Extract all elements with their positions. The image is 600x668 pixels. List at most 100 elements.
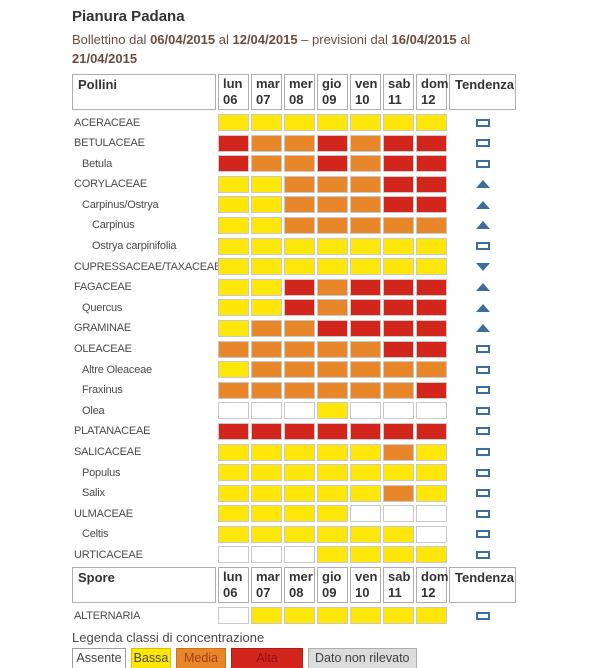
trend-up-icon bbox=[475, 200, 490, 209]
concentration-cell bbox=[284, 237, 315, 255]
trend-stable-icon bbox=[475, 468, 490, 477]
concentration-cell bbox=[218, 422, 249, 440]
concentration-cell bbox=[251, 484, 282, 502]
day-header: ven 10 bbox=[350, 74, 381, 111]
concentration-cell bbox=[317, 196, 348, 214]
row-cells bbox=[218, 546, 449, 564]
concentration-cell bbox=[251, 525, 282, 543]
table-row: ALTERNARIA bbox=[72, 605, 600, 626]
row-cells bbox=[218, 278, 449, 296]
concentration-cell bbox=[317, 319, 348, 337]
concentration-cell bbox=[317, 114, 348, 132]
trend-cell bbox=[449, 550, 516, 559]
concentration-cell bbox=[350, 505, 381, 523]
concentration-cell bbox=[416, 319, 447, 337]
trend-stable-icon bbox=[475, 550, 490, 559]
concentration-cell bbox=[218, 175, 249, 193]
concentration-cell bbox=[350, 134, 381, 152]
concentration-cell bbox=[218, 402, 249, 420]
row-cells bbox=[218, 134, 449, 152]
concentration-cell bbox=[284, 175, 315, 193]
concentration-cell bbox=[284, 381, 315, 399]
subtitle-text: Bollettino dal bbox=[72, 32, 151, 47]
pollini-rows: ACERACEAE BETULACEAE Betula CORYLACEAE Carpi… bbox=[72, 112, 600, 565]
concentration-cell bbox=[383, 443, 414, 461]
row-cells bbox=[218, 484, 449, 502]
concentration-cell bbox=[416, 175, 447, 193]
trend-cell bbox=[449, 509, 516, 518]
trend-stable-icon bbox=[475, 386, 490, 395]
forecast-end-date: 21/04/2015 bbox=[72, 51, 138, 67]
row-cells bbox=[218, 607, 449, 625]
concentration-cell bbox=[383, 525, 414, 543]
row-label: SALICACEAE bbox=[74, 446, 142, 459]
row-cells bbox=[218, 340, 449, 358]
concentration-cell bbox=[251, 402, 282, 420]
concentration-cell bbox=[350, 258, 381, 276]
concentration-cell bbox=[218, 381, 249, 399]
row-label: GRAMINAE bbox=[74, 322, 132, 335]
day-header: lun 06 bbox=[218, 567, 249, 604]
day-header: lun 06 bbox=[218, 74, 249, 111]
concentration-cell bbox=[350, 484, 381, 502]
concentration-cell bbox=[416, 525, 447, 543]
table-row: Celtis bbox=[72, 524, 600, 545]
concentration-cell bbox=[416, 258, 447, 276]
concentration-cell bbox=[383, 114, 414, 132]
row-label: BETULACEAE bbox=[74, 137, 145, 150]
concentration-cell bbox=[350, 175, 381, 193]
concentration-cell bbox=[251, 422, 282, 440]
bulletin-subtitle: Bollettino dal 06/04/2015 al 12/04/2015 … bbox=[72, 30, 524, 68]
concentration-cell bbox=[251, 299, 282, 317]
concentration-cell bbox=[251, 114, 282, 132]
trend-cell bbox=[449, 262, 516, 271]
concentration-cell bbox=[383, 278, 414, 296]
concentration-cell bbox=[350, 525, 381, 543]
row-label: Fraxinus bbox=[82, 384, 123, 397]
day-header: dom 12 bbox=[416, 74, 448, 111]
row-label: Altre Oleaceae bbox=[82, 363, 152, 376]
trend-cell bbox=[449, 386, 516, 395]
concentration-cell bbox=[284, 361, 315, 379]
legend-title: Legenda classi di concentrazione bbox=[72, 629, 265, 645]
concentration-cell bbox=[284, 134, 315, 152]
concentration-cell bbox=[416, 114, 447, 132]
concentration-cell bbox=[218, 484, 249, 502]
row-cells bbox=[218, 114, 449, 132]
concentration-cell bbox=[284, 607, 315, 625]
tendenza-header-label: Tendenza bbox=[449, 567, 516, 604]
concentration-cell bbox=[383, 464, 414, 482]
subtitle-text: al bbox=[456, 32, 471, 47]
concentration-cell bbox=[284, 299, 315, 317]
concentration-cell bbox=[284, 196, 315, 214]
row-cells bbox=[218, 525, 449, 543]
concentration-cell bbox=[383, 237, 414, 255]
concentration-cell bbox=[383, 546, 414, 564]
concentration-cell bbox=[218, 505, 249, 523]
table-row: PLATANACEAE bbox=[72, 421, 600, 442]
concentration-cell bbox=[350, 340, 381, 358]
day-headers: lun 06 mar 07 mer 08 gio 09 ven 10 sab 11 dom 12 bbox=[218, 74, 449, 111]
row-label: ULMACEAE bbox=[74, 507, 133, 520]
trend-cell bbox=[449, 303, 516, 312]
trend-cell bbox=[449, 242, 516, 251]
row-label: FAGACEAE bbox=[74, 281, 132, 294]
concentration-cell bbox=[416, 484, 447, 502]
pollini-header-label: Pollini bbox=[72, 74, 216, 111]
concentration-cell bbox=[284, 258, 315, 276]
day-header: mar 07 bbox=[251, 567, 282, 604]
concentration-cell bbox=[383, 422, 414, 440]
trend-cell bbox=[449, 611, 516, 620]
concentration-cell bbox=[383, 361, 414, 379]
concentration-cell bbox=[251, 155, 282, 173]
trend-up-icon bbox=[475, 180, 490, 189]
concentration-cell bbox=[383, 381, 414, 399]
row-label: PLATANACEAE bbox=[74, 425, 151, 438]
table-row: CORYLACEAE bbox=[72, 174, 600, 195]
concentration-cell bbox=[416, 546, 447, 564]
concentration-cell bbox=[416, 464, 447, 482]
table-row: Ostrya carpinifolia bbox=[72, 236, 600, 257]
concentration-cell bbox=[218, 278, 249, 296]
trend-stable-icon bbox=[475, 406, 490, 415]
day-header: mer 08 bbox=[284, 567, 315, 604]
